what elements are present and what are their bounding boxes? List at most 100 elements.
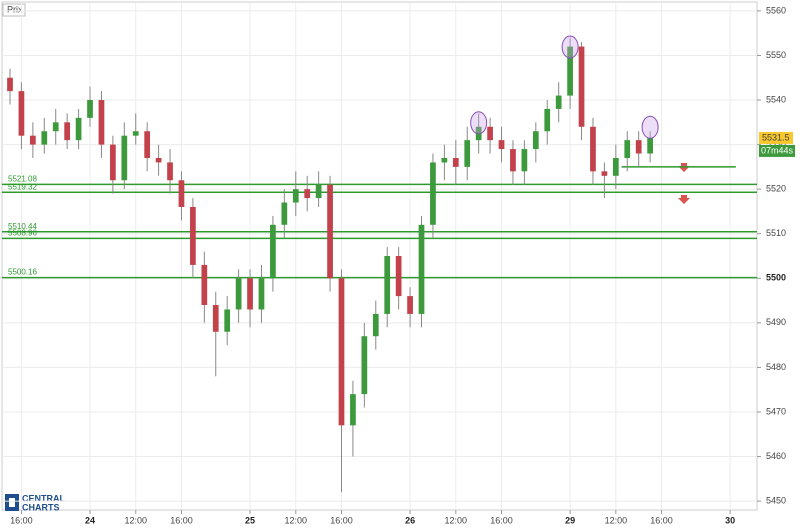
x-tick-label: 16:00 <box>650 515 673 525</box>
candle-body <box>555 95 562 109</box>
candle-body <box>304 189 311 199</box>
countdown-label: 07m44s <box>761 145 794 155</box>
countdown-box <box>759 144 795 157</box>
y-tick-label: 5500 <box>766 273 786 283</box>
y-tick-label: 5480 <box>766 362 786 372</box>
plot-area <box>1 1 758 511</box>
candle-body <box>167 162 173 181</box>
x-tick-label: 16:00 <box>10 515 33 525</box>
candle-body <box>292 189 299 203</box>
candle-body <box>64 122 71 141</box>
x-tick-label: 12:00 <box>285 515 308 525</box>
x-tick-label: 29 <box>565 515 575 525</box>
y-tick-label: 5510 <box>766 228 786 238</box>
x-tick-label: 16:00 <box>170 515 193 525</box>
candle-body <box>544 108 551 132</box>
candle-body <box>635 140 642 154</box>
candle-body <box>418 224 425 314</box>
candle-body <box>327 184 333 279</box>
candle-body <box>384 256 391 314</box>
highlight-circle <box>561 35 579 59</box>
logo-text: CENTRAL <box>22 493 65 503</box>
x-tick-label: 16:00 <box>490 515 513 525</box>
candle-body <box>498 140 505 150</box>
candle-body <box>395 256 402 297</box>
candle-body <box>430 162 436 225</box>
candle-body <box>41 131 48 145</box>
x-tick-label: 12:00 <box>445 515 468 525</box>
highlight-circle <box>470 111 488 135</box>
candle-body <box>224 309 231 332</box>
candle-body <box>487 126 493 141</box>
candle-body <box>144 131 151 158</box>
candle-body <box>372 313 379 337</box>
y-tick-label: 5540 <box>766 94 786 104</box>
down-arrow <box>678 195 690 204</box>
candle-body <box>258 278 265 310</box>
highlight-circle <box>641 115 659 139</box>
candle-body <box>281 202 288 225</box>
last-price-label: 5531.5 <box>762 132 790 142</box>
candle-body <box>87 100 93 118</box>
level-label: 5508.96 <box>8 228 37 237</box>
candle-body <box>247 278 253 310</box>
y-tick-label: 5470 <box>766 406 786 416</box>
candle-body <box>132 131 139 136</box>
x-tick-label: 25 <box>245 515 255 525</box>
candle-body <box>590 126 596 172</box>
y-tick-label: 5450 <box>766 495 786 505</box>
candle-body <box>361 336 368 395</box>
candle-body <box>121 135 128 181</box>
candle-body <box>75 117 82 141</box>
candle-body <box>178 180 185 207</box>
level-label: 5500.16 <box>8 268 37 277</box>
last-price-box <box>759 131 793 144</box>
level-label: 5519.32 <box>8 182 37 191</box>
legend-box <box>2 3 26 17</box>
x-tick-label: 16:00 <box>330 515 353 525</box>
candle-body <box>452 157 459 167</box>
candle-body <box>52 122 59 132</box>
candle-body <box>155 157 162 163</box>
candle-body <box>190 206 196 265</box>
x-tick-label: 24 <box>85 515 95 525</box>
candle-body <box>624 140 631 158</box>
candle-body <box>612 157 619 176</box>
y-tick-label: 5520 <box>766 184 786 194</box>
candle-body <box>567 46 573 96</box>
logo-icon-inner <box>9 498 15 507</box>
x-tick-label: 12:00 <box>605 515 628 525</box>
candle-body <box>235 278 242 310</box>
y-tick-label: 5460 <box>766 451 786 461</box>
y-tick-label: 5490 <box>766 317 786 327</box>
logo: CENTRAL CHARTS <box>5 493 65 512</box>
candle-body <box>338 278 345 426</box>
candle-body <box>30 135 36 145</box>
candle-body <box>201 264 208 306</box>
x-tick-label: 26 <box>405 515 415 525</box>
y-tick-label: 5550 <box>766 50 786 60</box>
level-label: 5510.44 <box>8 222 37 231</box>
x-tick-label: 12:00 <box>124 515 147 525</box>
y-tick-label: 5530 <box>766 139 786 149</box>
candle-body <box>578 46 585 127</box>
candle-body <box>510 149 516 172</box>
candle-body <box>98 100 105 145</box>
logo-text: CHARTS <box>22 502 60 512</box>
candle-body <box>532 131 539 150</box>
candle-body <box>350 394 356 426</box>
legend-label: Prix <box>7 4 23 14</box>
candle-body <box>464 140 471 167</box>
x-tick-label: 30 <box>725 515 735 525</box>
candle-body <box>270 224 276 279</box>
candle-body <box>601 171 608 176</box>
candle-body <box>212 305 219 332</box>
candle-body <box>647 137 653 154</box>
candle-body <box>521 149 528 172</box>
candle-body <box>407 296 413 314</box>
candle-body <box>441 157 448 163</box>
candle-body <box>110 144 116 181</box>
candle-body <box>7 77 13 92</box>
candle-body <box>315 184 322 199</box>
